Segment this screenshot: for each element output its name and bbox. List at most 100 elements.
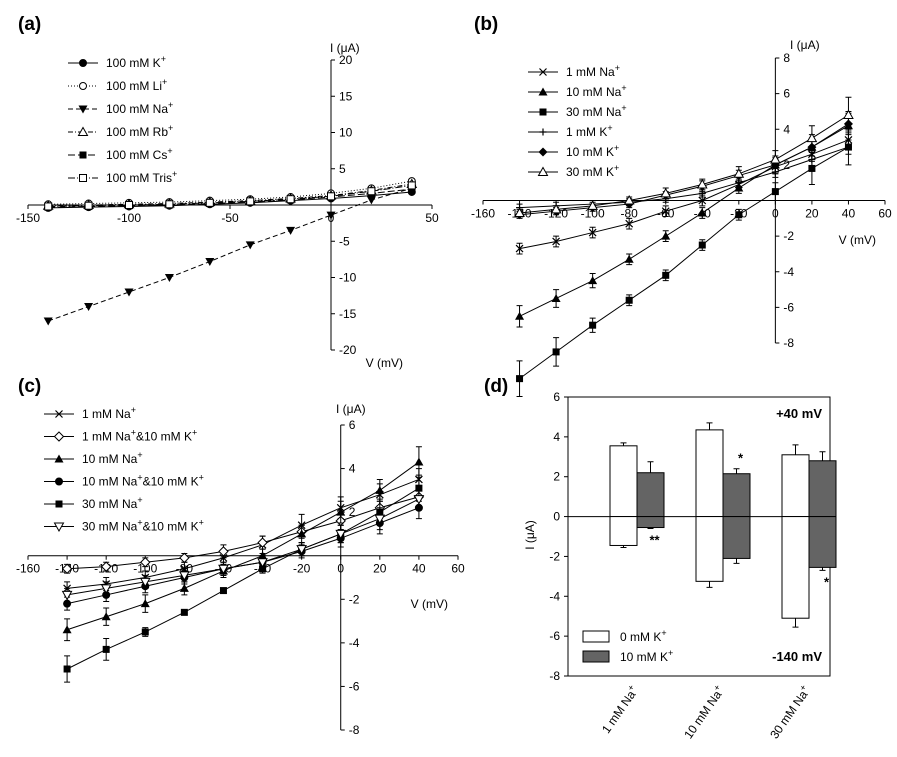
legend-entry: 10 mM K+ bbox=[528, 143, 619, 159]
significance-mark: * bbox=[824, 574, 830, 589]
panel-c: (c)-160-140-120-100-80-60-40-200204060-8… bbox=[16, 376, 465, 737]
y-tick-label: 10 bbox=[339, 126, 353, 140]
data-point bbox=[661, 207, 670, 216]
series-line bbox=[519, 146, 849, 380]
x-tick-label: 60 bbox=[451, 562, 465, 576]
data-point bbox=[44, 202, 53, 211]
error-bar bbox=[620, 545, 627, 548]
legend-entry: 100 mM Na+ bbox=[68, 100, 173, 116]
y-tick-label: -8 bbox=[349, 723, 360, 737]
x-tick-label: 50 bbox=[425, 211, 439, 225]
data-point bbox=[79, 151, 87, 159]
data-point bbox=[286, 226, 296, 235]
legend-label: 100 mM Tris+ bbox=[106, 169, 177, 185]
legend-entry: 1 mM Na+ bbox=[44, 405, 136, 421]
y-tick-label: 8 bbox=[783, 51, 790, 65]
data-point bbox=[770, 154, 781, 164]
x-tick-label: -100 bbox=[117, 211, 141, 225]
legend-label: 100 mM K+ bbox=[106, 54, 166, 70]
legend-label: 1 mM Na+ bbox=[82, 405, 136, 421]
data-point bbox=[219, 587, 227, 595]
data-point bbox=[84, 303, 94, 311]
data-point bbox=[327, 192, 335, 201]
x-axis-label: V (mV) bbox=[839, 233, 876, 247]
bar bbox=[808, 460, 837, 518]
x-tick-label: -160 bbox=[471, 207, 495, 221]
y-axis-label: I (μA) bbox=[790, 38, 820, 52]
data-point bbox=[539, 108, 547, 116]
error-bar bbox=[706, 581, 713, 588]
y-tick-label: -15 bbox=[339, 307, 357, 321]
data-point bbox=[625, 296, 633, 304]
data-point bbox=[335, 529, 347, 540]
data-point bbox=[55, 500, 63, 508]
data-point bbox=[257, 537, 268, 548]
legend-entry: 10 mM Na+ bbox=[44, 450, 143, 466]
data-point bbox=[735, 211, 743, 219]
x-tick-label: 20 bbox=[805, 207, 819, 221]
data-point bbox=[336, 507, 346, 516]
data-point bbox=[806, 132, 818, 143]
y-tick-label: 5 bbox=[339, 162, 346, 176]
legend-entry: 100 mM Cs+ bbox=[68, 146, 173, 162]
voltage-annotation: -140 mV bbox=[772, 649, 822, 664]
legend-label: 100 mM Na+ bbox=[106, 100, 173, 116]
legend-label: 30 mM K+ bbox=[566, 163, 619, 179]
y-axis-label: I (μA) bbox=[330, 41, 360, 55]
legend-entry: 10 mM Na+ bbox=[528, 83, 627, 99]
legend-label: 10 mM K+ bbox=[566, 143, 619, 159]
legend-label: 0 mM K+ bbox=[620, 628, 667, 644]
bar bbox=[609, 445, 638, 518]
data-point bbox=[79, 82, 87, 90]
data-point bbox=[63, 665, 71, 673]
x-tick-label: 0 bbox=[772, 207, 779, 221]
legend-label: 100 mM Li+ bbox=[106, 77, 167, 93]
data-point bbox=[587, 200, 598, 210]
bar bbox=[722, 516, 751, 559]
data-point bbox=[326, 211, 336, 220]
data-point bbox=[552, 237, 561, 246]
series-line bbox=[519, 114, 849, 214]
error-bar bbox=[819, 451, 826, 461]
y-tick-label: -4 bbox=[549, 589, 560, 603]
legend-label: 30 mM Na+ bbox=[566, 103, 627, 119]
legend-entry: 1 mM Na+&10 mM K+ bbox=[44, 428, 197, 444]
legend-label: 100 mM Rb+ bbox=[106, 123, 173, 139]
data-point bbox=[515, 244, 524, 253]
data-point bbox=[661, 231, 671, 240]
panel-label: (b) bbox=[474, 14, 498, 35]
legend-entry: 100 mM K+ bbox=[68, 54, 166, 70]
bar bbox=[695, 516, 724, 582]
y-tick-label: 6 bbox=[349, 418, 356, 432]
data-point bbox=[413, 495, 425, 505]
data-point bbox=[140, 599, 150, 608]
bar bbox=[609, 516, 638, 546]
series-line bbox=[519, 123, 849, 216]
y-tick-label: 6 bbox=[783, 87, 790, 101]
panel-label: (a) bbox=[18, 14, 41, 35]
data-point bbox=[539, 68, 547, 76]
data-point bbox=[141, 628, 149, 636]
series-line bbox=[67, 498, 420, 596]
data-point bbox=[257, 558, 268, 568]
bar bbox=[722, 473, 751, 518]
data-point bbox=[62, 625, 72, 634]
y-tick-label: 4 bbox=[553, 430, 560, 444]
bar bbox=[808, 516, 837, 568]
data-point bbox=[246, 197, 255, 206]
data-point bbox=[538, 147, 548, 157]
series-line bbox=[48, 183, 412, 207]
y-tick-label: 4 bbox=[783, 122, 790, 136]
legend-label: 30 mM Na+ bbox=[82, 495, 143, 511]
data-point bbox=[205, 198, 214, 207]
data-point bbox=[625, 219, 634, 228]
data-point bbox=[165, 200, 174, 209]
legend-label: 1 mM K+ bbox=[566, 123, 613, 139]
bar bbox=[695, 429, 724, 518]
data-point bbox=[77, 126, 89, 136]
panel-label: (c) bbox=[18, 376, 41, 397]
data-point bbox=[550, 203, 562, 214]
panel-b: (b)-160-140-120-100-80-60-40-200204060-8… bbox=[471, 14, 892, 397]
data-point bbox=[84, 201, 93, 210]
error-bar bbox=[647, 461, 654, 473]
